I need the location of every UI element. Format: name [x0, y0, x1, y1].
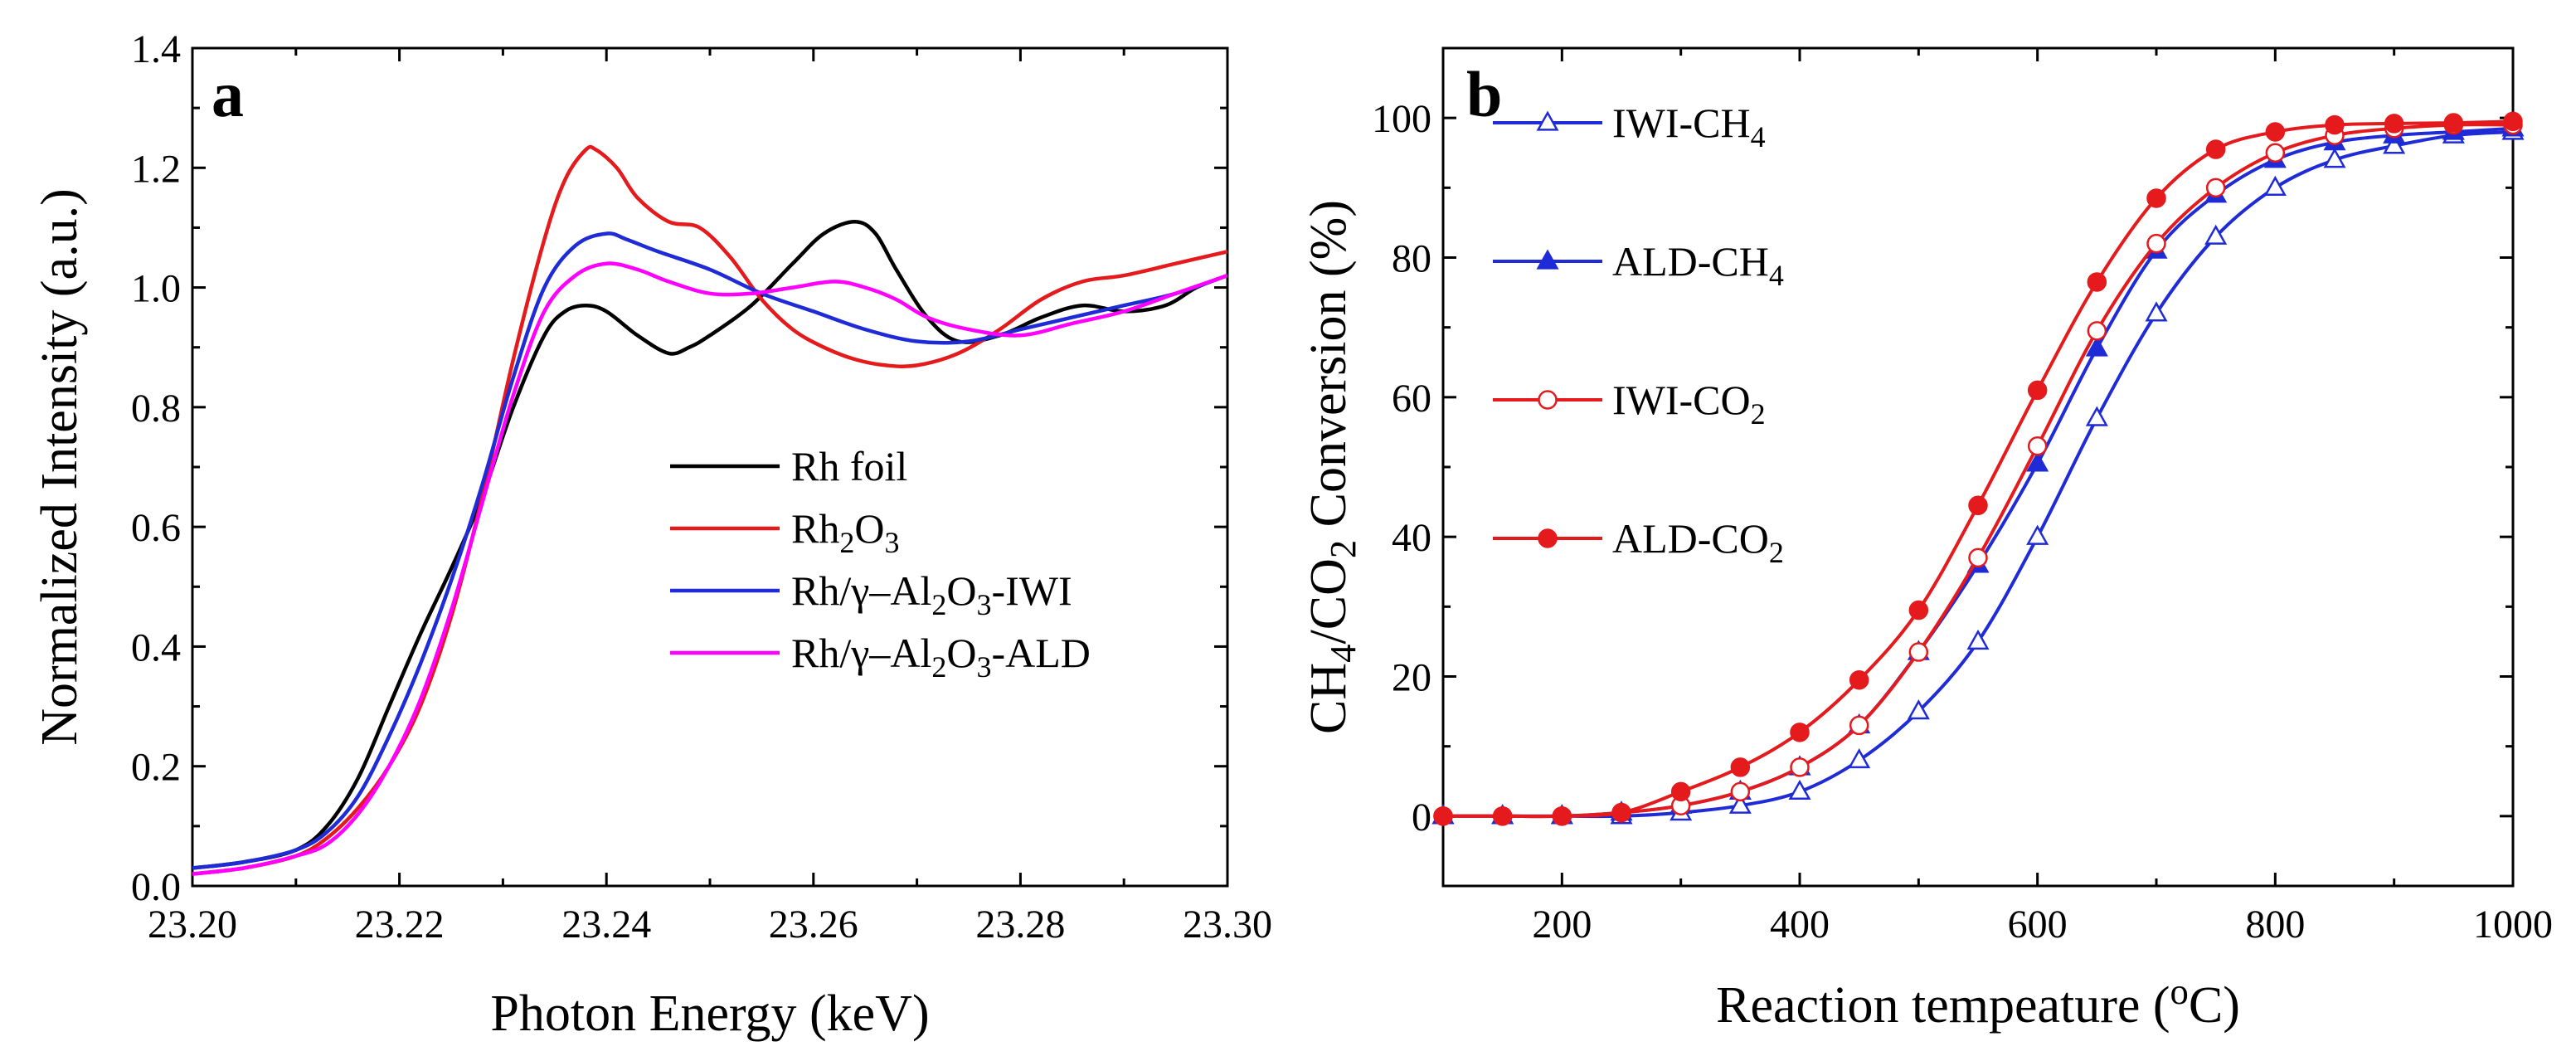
y-tick-label: 0.8 — [131, 387, 181, 431]
data-point-ald-co2 — [1849, 669, 1869, 690]
y-tick-label: 0.0 — [131, 865, 181, 909]
legend-marker-ald-co2 — [1538, 528, 1558, 548]
legend-label-rh-al2o3-iwi: Rh/γ–Al2O3-IWI — [791, 567, 1072, 621]
data-point-iwi-ch4 — [1907, 699, 1930, 720]
data-point-ald-ch4 — [2026, 451, 2049, 472]
data-point-iwi-ch4 — [1788, 779, 1811, 801]
series-line-rh-al2o3-ald — [192, 261, 1227, 876]
panel-letter: a — [211, 58, 244, 130]
legend-label-rh2o3: Rh2O3 — [791, 505, 899, 559]
y-tick-label: 60 — [1392, 377, 1431, 421]
series-line-rh2o3 — [192, 144, 1227, 876]
data-point-iwi-co2 — [2027, 436, 2048, 456]
data-point-iwi-ch4 — [2383, 134, 2406, 154]
data-point-iwi-ch4 — [1848, 747, 1871, 769]
data-point-iwi-ch4 — [1728, 793, 1752, 814]
data-point-iwi-co2 — [2205, 178, 2226, 198]
data-point-ald-co2 — [2265, 122, 2286, 142]
x-tick-label: 200 — [1532, 903, 1592, 947]
y-axis-title-group: CH4/CO2 Conversion (%) — [1300, 200, 1363, 734]
x-tick-label: 23.22 — [355, 903, 445, 947]
data-point-iwi-ch4 — [2204, 224, 2228, 245]
data-point-iwi-co2 — [1908, 642, 1929, 662]
x-tick-label: 600 — [2008, 903, 2068, 947]
data-point-ald-co2 — [1433, 806, 1453, 826]
panel-letter: b — [1466, 58, 1502, 130]
data-point-iwi-ch4 — [2026, 524, 2049, 545]
legend-label-rh-al2o3-ald: Rh/γ–Al2O3-ALD — [791, 630, 1091, 684]
y-tick-label: 0 — [1412, 796, 1431, 839]
data-point-iwi-ch4 — [2263, 175, 2287, 196]
x-tick-label: 23.24 — [561, 903, 651, 947]
data-point-ald-co2 — [1670, 781, 1691, 802]
series-line-iwi-co2 — [1443, 123, 2513, 819]
legend-label-rh-foil: Rh foil — [791, 443, 907, 489]
x-tick-label: 400 — [1770, 903, 1830, 947]
x-tick-label: 800 — [2245, 903, 2305, 947]
y-tick-label: 100 — [1372, 97, 1431, 141]
y-tick-label: 1.4 — [131, 27, 181, 71]
y-tick-label: 0.4 — [131, 625, 181, 669]
y-tick-label: 1.2 — [131, 147, 181, 191]
data-point-ald-co2 — [2205, 139, 2226, 159]
data-point-ald-co2 — [2384, 114, 2404, 134]
x-tick-label: 23.28 — [975, 903, 1065, 947]
x-tick-label: 23.26 — [769, 903, 858, 947]
data-point-ald-co2 — [2087, 272, 2107, 292]
x-axis-title: Reaction tempeature (oC) — [1716, 971, 2240, 1034]
legend-label-iwi-ch4: IWI-CH4 — [1612, 100, 1766, 153]
y-tick-label: 20 — [1392, 656, 1431, 700]
data-point-iwi-ch4 — [2085, 406, 2108, 426]
y-tick-label: 80 — [1392, 237, 1431, 281]
data-point-ald-co2 — [1730, 757, 1751, 777]
data-point-iwi-co2 — [2087, 321, 2107, 341]
x-tick-label: 23.30 — [1183, 903, 1272, 947]
legend-marker-iwi-co2 — [1538, 390, 1558, 410]
data-point-iwi-co2 — [1849, 715, 1869, 736]
data-point-iwi-co2 — [1730, 781, 1751, 802]
data-point-ald-co2 — [1552, 806, 1572, 826]
data-point-iwi-co2 — [2146, 233, 2166, 254]
data-point-ald-co2 — [2146, 188, 2166, 208]
y-tick-label: 0.6 — [131, 506, 181, 550]
legend-label-ald-co2: ALD-CO2 — [1612, 515, 1784, 569]
data-point-iwi-ch4 — [1966, 629, 1990, 650]
data-point-ald-co2 — [1908, 600, 1929, 620]
legend-marker-iwi-ch4 — [1536, 110, 1559, 131]
y-tick-label: 0.2 — [131, 746, 181, 790]
y-axis-title: Normalized Intensity (a.u.) — [32, 188, 88, 745]
data-point-ald-co2 — [1611, 802, 1631, 823]
data-point-ald-co2 — [1790, 723, 1810, 742]
x-tick-label: 23.20 — [148, 903, 237, 947]
series-line-rh-al2o3-iwi — [192, 231, 1227, 870]
data-point-ald-co2 — [2503, 111, 2523, 132]
panel-a-xanes-chart: 23.20 23.22 23.24 23.26 23.28 23.30 0.0 0.2 0.4 0… — [32, 27, 1272, 1042]
data-point-ald-co2 — [2443, 113, 2464, 133]
legend-marker-ald-ch4 — [1536, 249, 1559, 270]
data-point-iwi-co2 — [2265, 143, 2286, 163]
data-point-ald-co2 — [1492, 806, 1513, 826]
data-point-iwi-co2 — [1790, 757, 1810, 777]
x-axis-title: Photon Energy (keV) — [490, 985, 929, 1042]
x-tick-label: 1000 — [2473, 903, 2553, 947]
plot-frame — [1441, 46, 2515, 888]
series-line-iwi-ch4 — [1443, 130, 2513, 819]
y-tick-label: 40 — [1392, 516, 1431, 560]
y-tick-label: 1.0 — [131, 267, 181, 311]
series-line-ald-ch4 — [1443, 126, 2513, 819]
data-point-iwi-ch4 — [2145, 301, 2168, 322]
data-point-ald-ch4 — [2085, 336, 2108, 357]
data-point-ald-co2 — [2027, 380, 2048, 401]
legend-label-iwi-co2: IWI-CO2 — [1612, 377, 1766, 431]
data-point-ald-co2 — [1968, 495, 1988, 516]
data-point-iwi-ch4 — [2323, 148, 2346, 168]
legend-label-ald-ch4: ALD-CH4 — [1612, 238, 1784, 292]
data-point-ald-co2 — [2325, 114, 2345, 135]
series-line-ald-co2 — [1443, 119, 2513, 819]
y-axis-title: CH4/CO2 Conversion (%) — [1300, 200, 1363, 734]
panel-b-conversion-chart: 200 400 600 800 1000 0 20 40 60 80 100 Reaction tem… — [1300, 46, 2553, 1034]
data-point-iwi-co2 — [1968, 547, 1988, 568]
